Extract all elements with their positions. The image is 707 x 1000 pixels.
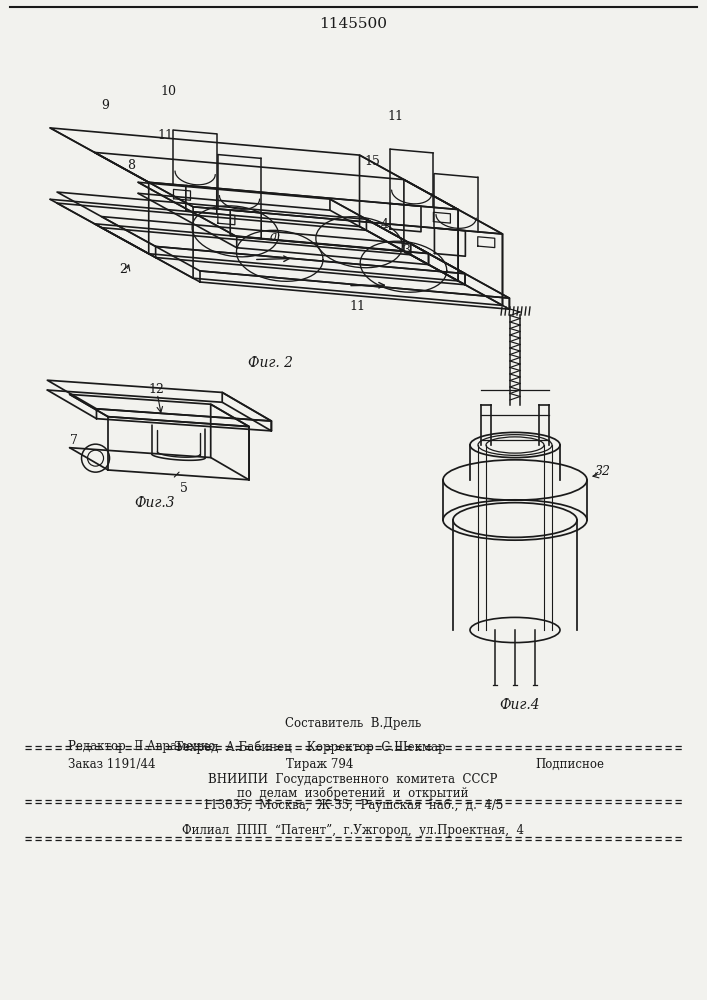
Text: 12: 12 bbox=[148, 383, 164, 396]
Text: 1145500: 1145500 bbox=[319, 17, 387, 31]
Text: Составитель  В.Дрель: Составитель В.Дрель bbox=[285, 717, 421, 730]
Text: Фиг.4: Фиг.4 bbox=[500, 698, 540, 712]
Text: 9: 9 bbox=[101, 99, 109, 112]
Text: 32: 32 bbox=[595, 465, 611, 478]
Text: 7: 7 bbox=[70, 434, 78, 447]
Text: 11: 11 bbox=[387, 110, 403, 123]
Text: 10: 10 bbox=[161, 85, 177, 98]
Text: Техред  А.Бабинец    Корректор  С.Шекмар: Техред А.Бабинец Корректор С.Шекмар bbox=[175, 740, 445, 754]
Text: Фиг. 2: Фиг. 2 bbox=[247, 356, 293, 370]
Text: Фиг.3: Фиг.3 bbox=[134, 496, 175, 510]
Text: 3: 3 bbox=[403, 244, 411, 257]
Text: 11: 11 bbox=[349, 300, 366, 313]
Text: Тираж 794: Тираж 794 bbox=[286, 758, 354, 771]
Text: Заказ 1191/44: Заказ 1191/44 bbox=[68, 758, 156, 771]
Text: 15: 15 bbox=[365, 155, 380, 168]
Text: Редактор  Л.Авраменко: Редактор Л.Авраменко bbox=[68, 740, 216, 753]
Text: 2: 2 bbox=[119, 263, 127, 276]
Text: 5: 5 bbox=[180, 482, 188, 495]
Text: 8: 8 bbox=[127, 159, 135, 172]
Text: 11: 11 bbox=[157, 129, 173, 142]
Text: по  делам  изобретений  и  открытий: по делам изобретений и открытий bbox=[238, 786, 469, 800]
Text: 4: 4 bbox=[381, 218, 389, 231]
Text: a: a bbox=[270, 230, 277, 243]
Text: Филиал  ППП  “Патент”,  г.Ужгород,  ул.Проектная,  4: Филиал ППП “Патент”, г.Ужгород, ул.Проек… bbox=[182, 824, 524, 837]
Text: Подписное: Подписное bbox=[535, 758, 604, 771]
Text: 113035,  Москва,  Ж-35,  Раушская  наб.,  д.  4/5: 113035, Москва, Ж-35, Раушская наб., д. … bbox=[203, 799, 503, 812]
Text: ВНИИПИ  Государственного  комитета  СССР: ВНИИПИ Государственного комитета СССР bbox=[209, 773, 498, 786]
